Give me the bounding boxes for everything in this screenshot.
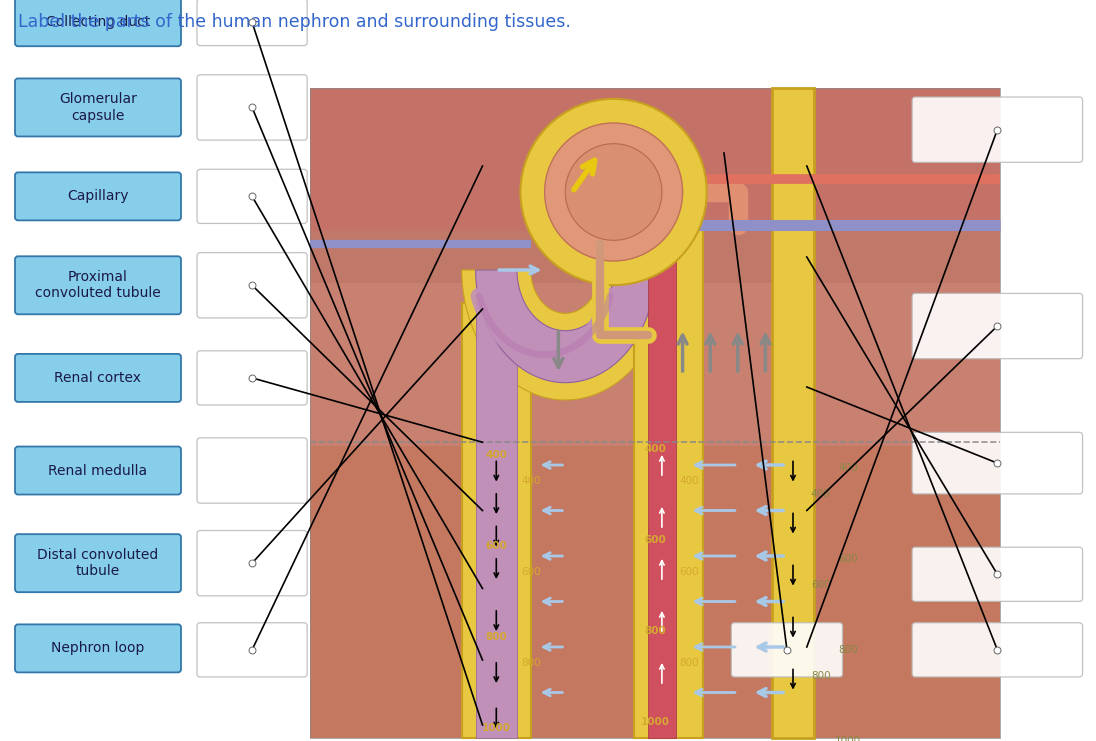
FancyBboxPatch shape	[912, 622, 1083, 677]
Text: 400: 400	[521, 476, 540, 486]
Text: Distal convoluted
tubule: Distal convoluted tubule	[37, 548, 159, 578]
Bar	[310, 88, 1000, 738]
Circle shape	[545, 123, 683, 261]
Text: 1000: 1000	[835, 737, 861, 741]
Bar	[635, 205, 704, 738]
FancyBboxPatch shape	[197, 622, 307, 677]
FancyBboxPatch shape	[197, 75, 307, 140]
Text: 600: 600	[486, 541, 507, 551]
Text: 400: 400	[811, 489, 831, 499]
Text: 800: 800	[838, 645, 858, 655]
Text: 1000: 1000	[640, 717, 670, 727]
FancyBboxPatch shape	[197, 350, 307, 405]
Text: Collecting duct: Collecting duct	[46, 16, 150, 29]
Text: 600: 600	[838, 554, 858, 564]
FancyBboxPatch shape	[15, 354, 181, 402]
FancyBboxPatch shape	[197, 0, 307, 46]
Polygon shape	[461, 270, 669, 400]
FancyBboxPatch shape	[197, 169, 307, 224]
Text: Glomerular
capsule: Glomerular capsule	[59, 93, 137, 122]
FancyBboxPatch shape	[197, 438, 307, 503]
Text: 400: 400	[838, 463, 858, 473]
Text: 800: 800	[521, 658, 540, 668]
Bar	[773, 88, 813, 738]
FancyBboxPatch shape	[15, 534, 181, 592]
FancyBboxPatch shape	[197, 531, 307, 596]
Circle shape	[521, 99, 707, 285]
Text: 600: 600	[811, 580, 831, 591]
Text: 800: 800	[680, 658, 699, 668]
Bar	[310, 88, 1000, 231]
Text: 800: 800	[811, 671, 831, 681]
Text: 800: 800	[644, 625, 666, 636]
FancyBboxPatch shape	[912, 432, 1083, 494]
Text: Nephron loop: Nephron loop	[52, 642, 145, 655]
FancyBboxPatch shape	[912, 97, 1083, 162]
FancyBboxPatch shape	[15, 79, 181, 136]
Text: 600: 600	[521, 568, 540, 577]
FancyBboxPatch shape	[15, 625, 181, 672]
Bar	[310, 88, 1000, 738]
Text: 600: 600	[680, 568, 699, 577]
Text: 1000: 1000	[482, 723, 511, 734]
Text: Renal cortex: Renal cortex	[55, 371, 141, 385]
Bar	[310, 88, 1000, 283]
FancyBboxPatch shape	[15, 256, 181, 314]
Bar	[648, 205, 676, 738]
FancyBboxPatch shape	[912, 293, 1083, 359]
Bar	[476, 302, 517, 738]
FancyBboxPatch shape	[15, 447, 181, 494]
FancyBboxPatch shape	[197, 253, 307, 318]
FancyBboxPatch shape	[731, 622, 843, 677]
Text: Label the parts of the human nephron and surrounding tissues.: Label the parts of the human nephron and…	[18, 13, 571, 31]
Bar	[310, 88, 1000, 445]
Text: 800: 800	[486, 632, 507, 642]
Text: 400: 400	[486, 451, 507, 460]
Text: Renal medulla: Renal medulla	[48, 464, 148, 477]
FancyBboxPatch shape	[15, 0, 181, 46]
Circle shape	[566, 144, 662, 240]
FancyBboxPatch shape	[912, 547, 1083, 602]
Polygon shape	[476, 270, 655, 382]
Text: 400: 400	[680, 476, 699, 486]
Bar	[461, 302, 530, 738]
FancyBboxPatch shape	[15, 173, 181, 220]
Text: 600: 600	[644, 535, 666, 545]
Text: Capillary: Capillary	[67, 190, 128, 203]
Text: 400: 400	[644, 444, 666, 453]
Text: Proximal
convoluted tubule: Proximal convoluted tubule	[35, 270, 161, 300]
